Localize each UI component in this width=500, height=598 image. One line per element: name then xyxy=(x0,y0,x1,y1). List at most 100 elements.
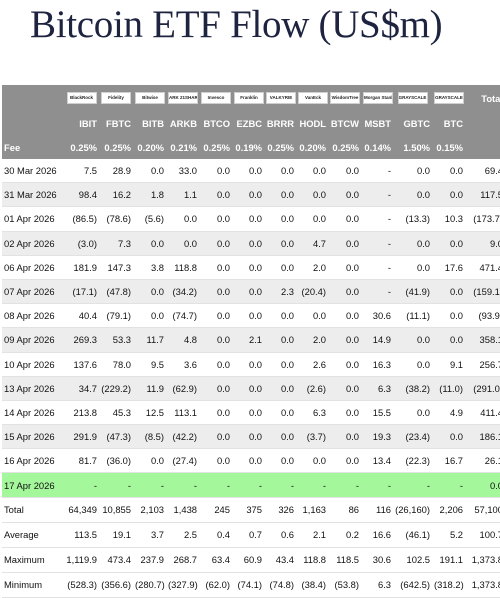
summary-value: (74.1) xyxy=(232,572,264,598)
flow-value: 0.0 xyxy=(232,400,264,426)
flow-value: (291.0) xyxy=(465,376,500,401)
flow-value: - xyxy=(133,472,166,498)
summary-value: 191.1 xyxy=(432,547,465,573)
table-row: 07 Apr 2026 (17.1) (47.8) 0.0 (34.2) 0.0 0.0 2.… xyxy=(2,279,500,305)
flow-value: 0.0 xyxy=(166,206,199,232)
summary-value: (74.8) xyxy=(264,572,296,598)
flow-value: 0.0 xyxy=(393,400,432,426)
flow-value: 0.0 xyxy=(199,424,232,450)
fee-value: 0.15% xyxy=(432,136,465,159)
flow-value: 78.0 xyxy=(99,352,133,377)
summary-value: 16.6 xyxy=(361,522,393,548)
flow-value: 0.0 xyxy=(328,352,361,377)
logo-cell: Morgan Stanley xyxy=(361,85,393,111)
ticker-label: BRRR xyxy=(264,111,296,136)
summary-value: (46.1) xyxy=(393,522,432,548)
flow-value: 69.4 xyxy=(465,159,500,184)
flow-value: 0.0 xyxy=(393,352,432,377)
ticker-label: FBTC xyxy=(99,111,133,136)
flow-value: 3.8 xyxy=(133,255,166,280)
fee-value: 0.20% xyxy=(296,136,328,159)
flow-value: 256.7 xyxy=(465,352,500,377)
summary-value: 116 xyxy=(361,496,393,523)
flow-value: (8.5) xyxy=(133,424,166,450)
flow-value: 0.0 xyxy=(199,231,232,256)
flow-value: 0.0 xyxy=(264,231,296,256)
flow-value: (173.7) xyxy=(465,206,500,232)
fee-label: Fee xyxy=(2,136,64,159)
logo-cell: WisdomTree xyxy=(328,85,361,111)
fee-value: 0.25% xyxy=(64,136,99,159)
summary-value: 100.7 xyxy=(465,522,500,548)
flow-value: 12.5 xyxy=(133,400,166,426)
flow-value: 0.0 xyxy=(199,159,232,184)
flow-value: (93.9) xyxy=(465,303,500,329)
flow-value: - xyxy=(166,472,199,498)
ticker-label: HODL xyxy=(296,111,328,136)
ticker-label: BTCO xyxy=(199,111,232,136)
summary-value: 102.5 xyxy=(393,547,432,573)
summary-value: 0.2 xyxy=(328,522,361,548)
flow-value: 186.1 xyxy=(465,424,500,450)
flow-value: 0.0 xyxy=(199,182,232,208)
flow-value: 0.0 xyxy=(264,424,296,450)
fee-value: 0.25% xyxy=(99,136,133,159)
flow-value: 15.5 xyxy=(361,400,393,426)
flow-value: - xyxy=(361,159,393,184)
logo-cell: GRAYSCALE xyxy=(393,85,432,111)
flow-value: 0.0 xyxy=(232,231,264,256)
flow-value: 0.0 xyxy=(328,206,361,232)
summary-value: 2,206 xyxy=(432,496,465,523)
summary-value: 118.5 xyxy=(328,547,361,573)
flow-value: 0.0 xyxy=(133,231,166,256)
summary-value: (528.3) xyxy=(64,572,99,598)
flow-value: 0.0 xyxy=(393,231,432,256)
flow-value: 0.0 xyxy=(432,231,465,256)
flow-value: 118.8 xyxy=(166,255,199,280)
summary-value: 237.9 xyxy=(133,547,166,573)
flow-value: 0.0 xyxy=(328,159,361,184)
summary-value: (280.7) xyxy=(133,572,166,598)
summary-value: 63.4 xyxy=(199,547,232,573)
table-row: 08 Apr 2026 40.4 (79.1) 0.0 (74.7) 0.0 0.0 0.0 0… xyxy=(2,303,500,329)
summary-label: Maximum xyxy=(2,547,64,573)
issuer-logo: Bitwise xyxy=(135,92,165,104)
flow-value: 0.0 xyxy=(264,255,296,280)
fee-value: 0.25% xyxy=(199,136,232,159)
fee-value: 0.19% xyxy=(232,136,264,159)
flow-value: 0.0 xyxy=(328,327,361,353)
flow-value: 2.6 xyxy=(296,352,328,377)
summary-value: 6.3 xyxy=(361,572,393,598)
issuer-logo: Invesco xyxy=(201,92,231,104)
flow-value: 0.0 xyxy=(393,327,432,353)
ticker-total-blank xyxy=(465,111,500,136)
flow-value: (2.6) xyxy=(296,376,328,401)
flow-value: 6.3 xyxy=(296,400,328,426)
logo-cell: VanEck xyxy=(296,85,328,111)
flow-value: 81.7 xyxy=(64,448,99,474)
flow-value: 117.5 xyxy=(465,182,500,208)
flow-value: 3.6 xyxy=(166,352,199,377)
flow-value: 0.0 xyxy=(264,327,296,353)
summary-row: Maximum 1,119.9 473.4 237.9 268.7 63.4 60.9 43.… xyxy=(2,547,500,573)
flow-value: 13.4 xyxy=(361,448,393,474)
flow-value: 0.0 xyxy=(328,424,361,450)
summary-value: 1,163 xyxy=(296,496,328,523)
flow-value: 30.6 xyxy=(361,303,393,329)
flow-value: 11.9 xyxy=(133,376,166,401)
flow-value: - xyxy=(64,472,99,498)
row-date: 07 Apr 2026 xyxy=(2,279,64,305)
total-header: Total xyxy=(465,85,500,111)
summary-value: 10,855 xyxy=(99,496,133,523)
summary-value: 43.4 xyxy=(264,547,296,573)
flow-value: 0.0 xyxy=(432,182,465,208)
flow-value: (5.6) xyxy=(133,206,166,232)
summary-value: 375 xyxy=(232,496,264,523)
summary-value: (26,160) xyxy=(393,496,432,523)
flow-value: 0.0 xyxy=(432,303,465,329)
logo-cell: GRAYSCALE xyxy=(432,85,465,111)
flow-value: 0.0 xyxy=(296,159,328,184)
